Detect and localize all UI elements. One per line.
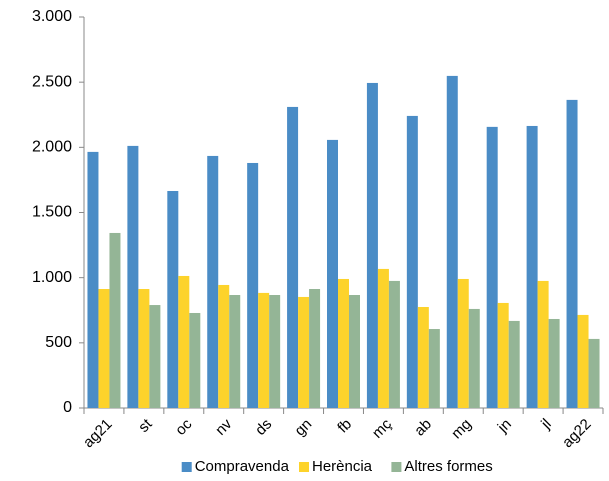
x-tick-label: ab xyxy=(411,416,435,440)
y-tick-label: 0 xyxy=(63,399,72,416)
bar xyxy=(138,289,150,408)
bar xyxy=(388,280,400,408)
bar xyxy=(566,99,578,408)
bar xyxy=(247,162,259,408)
x-tick-label: jl xyxy=(537,416,554,433)
bar xyxy=(406,115,418,408)
legend-swatch xyxy=(181,462,192,472)
bar xyxy=(218,284,230,408)
x-tick-label: ag21 xyxy=(80,416,116,452)
bar xyxy=(149,305,161,408)
x-tick-label: ag22 xyxy=(559,416,595,452)
x-tick-label: jn xyxy=(494,416,515,437)
bar xyxy=(486,126,498,408)
bar xyxy=(446,75,458,408)
bar xyxy=(309,289,321,408)
bar xyxy=(588,338,600,408)
bar xyxy=(366,82,378,408)
bar xyxy=(349,295,360,408)
bar xyxy=(338,278,349,408)
bar xyxy=(548,318,560,408)
bar xyxy=(178,275,190,408)
x-tick-label: oc xyxy=(172,415,196,439)
y-tick-label: 3.000 xyxy=(32,8,72,25)
bar xyxy=(327,139,338,408)
y-tick-label: 500 xyxy=(45,334,72,351)
x-tick-label: ds xyxy=(252,416,275,439)
legend-label: Compravenda xyxy=(195,458,290,475)
x-tick-label: gn xyxy=(291,416,315,440)
bar xyxy=(258,292,270,408)
bar xyxy=(167,190,179,408)
bar xyxy=(577,314,589,408)
legend-label: Herència xyxy=(312,458,373,475)
bar xyxy=(189,312,201,408)
y-tick-label: 2.500 xyxy=(32,73,72,90)
bar xyxy=(497,302,509,408)
y-tick-label: 1.000 xyxy=(32,269,72,286)
bar xyxy=(457,278,469,408)
y-tick-label: 1.500 xyxy=(32,204,72,221)
x-tick-label: fb xyxy=(334,416,355,437)
bar xyxy=(298,296,310,408)
x-tick-label: mç xyxy=(369,415,396,442)
bar xyxy=(207,155,219,408)
bar xyxy=(109,232,121,408)
bar xyxy=(526,125,538,408)
legend-label: Altres formes xyxy=(404,458,492,475)
bar xyxy=(377,268,389,408)
bar xyxy=(417,306,429,408)
bar xyxy=(428,329,440,408)
legend-swatch xyxy=(391,462,402,472)
x-tick-label: st xyxy=(135,415,156,436)
bar xyxy=(98,289,110,408)
bar xyxy=(508,320,520,408)
x-tick-label: nv xyxy=(212,415,236,439)
y-tick-label: 2.000 xyxy=(32,139,72,156)
bar xyxy=(269,295,281,408)
legend-swatch xyxy=(299,462,309,472)
bar xyxy=(229,295,241,408)
x-tick-label: mg xyxy=(448,416,475,443)
bar xyxy=(127,145,139,409)
bar xyxy=(537,280,549,408)
bar xyxy=(287,106,299,409)
bar xyxy=(87,151,99,408)
bar xyxy=(468,308,480,408)
